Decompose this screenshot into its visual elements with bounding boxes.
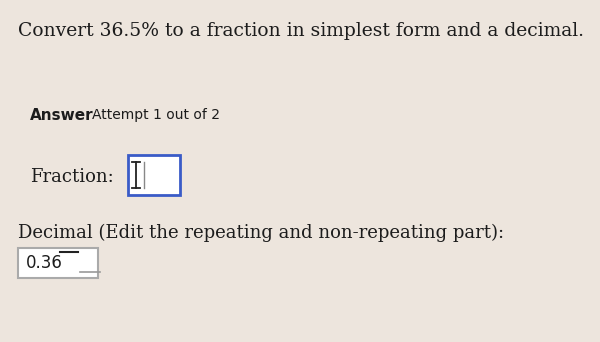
- Text: Answer: Answer: [30, 108, 94, 123]
- Text: Fraction:: Fraction:: [30, 168, 114, 186]
- Bar: [18, 248, 98, 278]
- Text: Decimal (Edit the repeating and non-repeating part):: Decimal (Edit the repeating and non-repe…: [18, 224, 504, 242]
- Bar: [128, 155, 180, 195]
- Text: Attempt 1 out of 2: Attempt 1 out of 2: [92, 108, 220, 122]
- Text: Convert 36.5% to a fraction in simplest form and a decimal.: Convert 36.5% to a fraction in simplest …: [18, 22, 584, 40]
- Text: 0.36: 0.36: [26, 254, 63, 272]
